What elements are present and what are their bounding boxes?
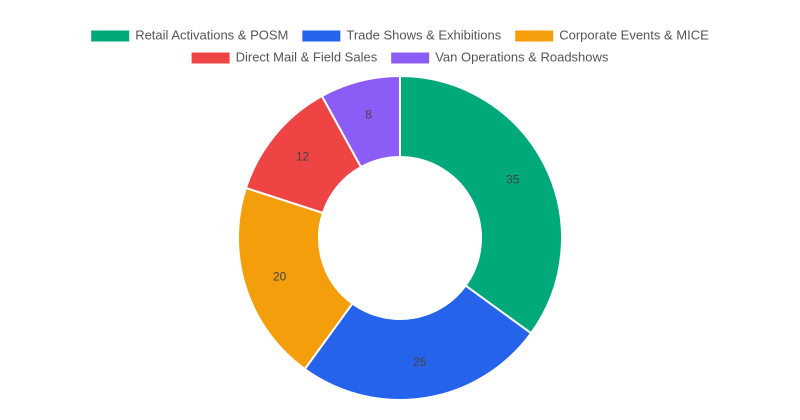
slice (399, 74, 563, 335)
slice (320, 74, 401, 169)
slice (237, 186, 354, 371)
legend-swatch (391, 52, 430, 64)
legend-swatch (91, 30, 130, 42)
legend-swatch (515, 30, 554, 42)
legend-label: Van Operations & Roadshows (435, 49, 609, 64)
value-label: 12 (296, 150, 310, 164)
value-label: 35 (506, 173, 520, 187)
value-label: 8 (365, 108, 372, 122)
legend-label: Corporate Events & MICE (559, 27, 709, 42)
value-label: 20 (273, 269, 287, 283)
legend-swatch (191, 52, 230, 64)
legend-label: Trade Shows & Exhibitions (346, 27, 501, 42)
legend-label: Direct Mail & Field Sales (236, 49, 378, 64)
slice (303, 284, 533, 401)
legend-label: Retail Activations & POSM (135, 27, 288, 42)
value-label: 25 (413, 355, 427, 369)
legend-swatch (302, 30, 341, 42)
